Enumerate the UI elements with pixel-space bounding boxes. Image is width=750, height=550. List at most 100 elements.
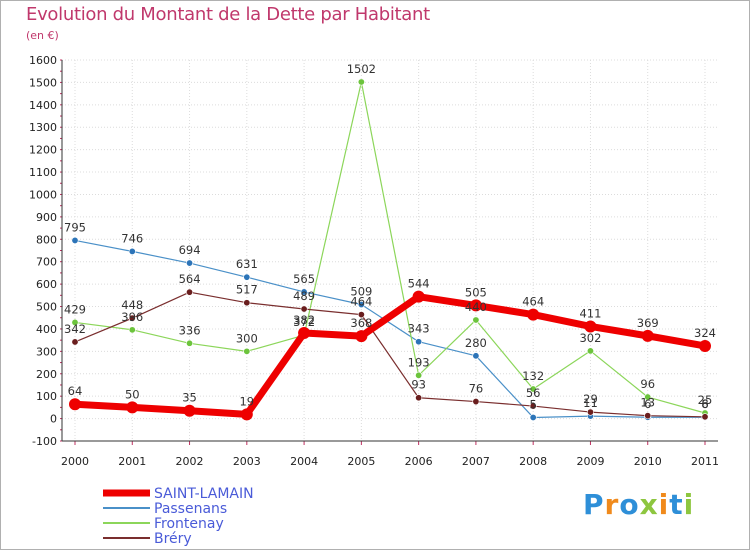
legend-label: Frontenay bbox=[154, 516, 224, 532]
data-label: 448 bbox=[121, 298, 143, 312]
data-label: 25 bbox=[698, 393, 713, 407]
y-tick-label: 700 bbox=[36, 256, 57, 269]
data-label: 694 bbox=[179, 243, 201, 257]
data-point bbox=[126, 401, 139, 414]
data-label: 565 bbox=[293, 272, 315, 286]
data-point bbox=[586, 347, 594, 355]
legend-label: SAINT-LAMAIN bbox=[154, 486, 254, 502]
data-point bbox=[128, 247, 136, 255]
logo-letter: r bbox=[604, 488, 620, 521]
chart-title: Evolution du Montant de la Dette par Hab… bbox=[26, 4, 430, 25]
y-tick-label: 1600 bbox=[29, 54, 57, 67]
y-tick-label: 600 bbox=[36, 278, 57, 291]
data-label: 280 bbox=[465, 336, 487, 350]
x-tick-label: 2010 bbox=[634, 455, 662, 468]
data-label: 6 bbox=[701, 397, 708, 411]
data-label: 544 bbox=[408, 277, 430, 291]
logo-letter: i bbox=[683, 488, 695, 521]
series-line bbox=[71, 293, 709, 418]
data-label: 5 bbox=[530, 397, 537, 411]
data-point bbox=[584, 320, 597, 333]
data-label: 50 bbox=[125, 387, 140, 401]
legend-item-bréry: Bréry bbox=[103, 531, 192, 547]
y-tick-label: 800 bbox=[36, 233, 57, 246]
data-label: 6 bbox=[644, 397, 651, 411]
data-point bbox=[641, 329, 654, 342]
data-label: 429 bbox=[64, 302, 86, 316]
data-label: 372 bbox=[293, 315, 315, 329]
data-label: 96 bbox=[640, 377, 655, 391]
x-tick-label: 2004 bbox=[290, 455, 318, 468]
x-tick-label: 2007 bbox=[462, 455, 490, 468]
y-tick-label: 200 bbox=[36, 368, 57, 381]
y-tick-label: 1200 bbox=[29, 144, 57, 157]
data-label: 411 bbox=[579, 306, 601, 320]
data-point bbox=[69, 398, 81, 411]
data-point bbox=[128, 326, 136, 334]
data-point bbox=[243, 273, 251, 281]
data-point bbox=[529, 385, 537, 393]
data-label: 336 bbox=[179, 323, 201, 337]
series-frontenay bbox=[71, 78, 709, 417]
logo-letter: t bbox=[669, 488, 684, 521]
data-point bbox=[529, 413, 537, 421]
data-point bbox=[186, 339, 194, 347]
logo-letter: o bbox=[619, 488, 640, 521]
data-label: 56 bbox=[526, 386, 541, 400]
data-label: 342 bbox=[64, 322, 86, 336]
data-label: 517 bbox=[236, 283, 258, 297]
data-point bbox=[243, 347, 251, 355]
data-label: 132 bbox=[522, 369, 544, 383]
data-label: 489 bbox=[293, 289, 315, 303]
y-tick-label: 900 bbox=[36, 211, 57, 224]
data-point bbox=[186, 288, 194, 296]
y-tick-label: 400 bbox=[36, 323, 57, 336]
y-tick-label: 300 bbox=[36, 345, 57, 358]
data-point bbox=[415, 394, 423, 402]
legend-item-passenans: Passenans bbox=[103, 501, 227, 517]
data-label: 324 bbox=[694, 326, 716, 340]
y-tick-label: 500 bbox=[36, 301, 57, 314]
logo-letter: i bbox=[658, 488, 670, 521]
data-point bbox=[412, 290, 425, 303]
series-bréry bbox=[71, 288, 709, 421]
data-point bbox=[527, 308, 540, 321]
data-label: 564 bbox=[179, 272, 201, 286]
data-point bbox=[415, 371, 423, 379]
data-point bbox=[357, 311, 365, 319]
x-tick-label: 2003 bbox=[233, 455, 261, 468]
series-line bbox=[74, 291, 706, 418]
data-point bbox=[644, 412, 652, 420]
legend-item-frontenay: Frontenay bbox=[103, 516, 224, 532]
data-label: 631 bbox=[236, 257, 258, 271]
data-label: 19 bbox=[239, 394, 254, 408]
logo-letter: x bbox=[639, 488, 659, 521]
series-saint-lamain bbox=[69, 290, 711, 421]
legend-item-saint-lamain: SAINT-LAMAIN bbox=[103, 486, 254, 502]
data-label: 93 bbox=[411, 378, 426, 392]
data-label: 11 bbox=[583, 396, 598, 410]
data-point bbox=[472, 316, 480, 324]
data-point bbox=[300, 288, 308, 296]
y-tick-label: 0 bbox=[50, 413, 57, 426]
data-point bbox=[355, 330, 368, 343]
data-point bbox=[71, 338, 79, 346]
proxiti-logo: Proxiti bbox=[583, 488, 694, 521]
x-tick-label: 2000 bbox=[61, 455, 89, 468]
data-label: 35 bbox=[182, 391, 197, 405]
legend-label: Bréry bbox=[154, 531, 192, 547]
data-point bbox=[415, 338, 423, 346]
data-label: 368 bbox=[350, 316, 372, 330]
data-point bbox=[298, 326, 311, 339]
data-label: 795 bbox=[64, 220, 86, 234]
data-point bbox=[243, 299, 251, 307]
data-label: 464 bbox=[350, 295, 372, 309]
data-point bbox=[128, 314, 136, 322]
data-point bbox=[71, 236, 79, 244]
data-label: 509 bbox=[350, 285, 372, 299]
data-label: 396 bbox=[121, 310, 143, 324]
logo-letter: P bbox=[583, 488, 605, 521]
